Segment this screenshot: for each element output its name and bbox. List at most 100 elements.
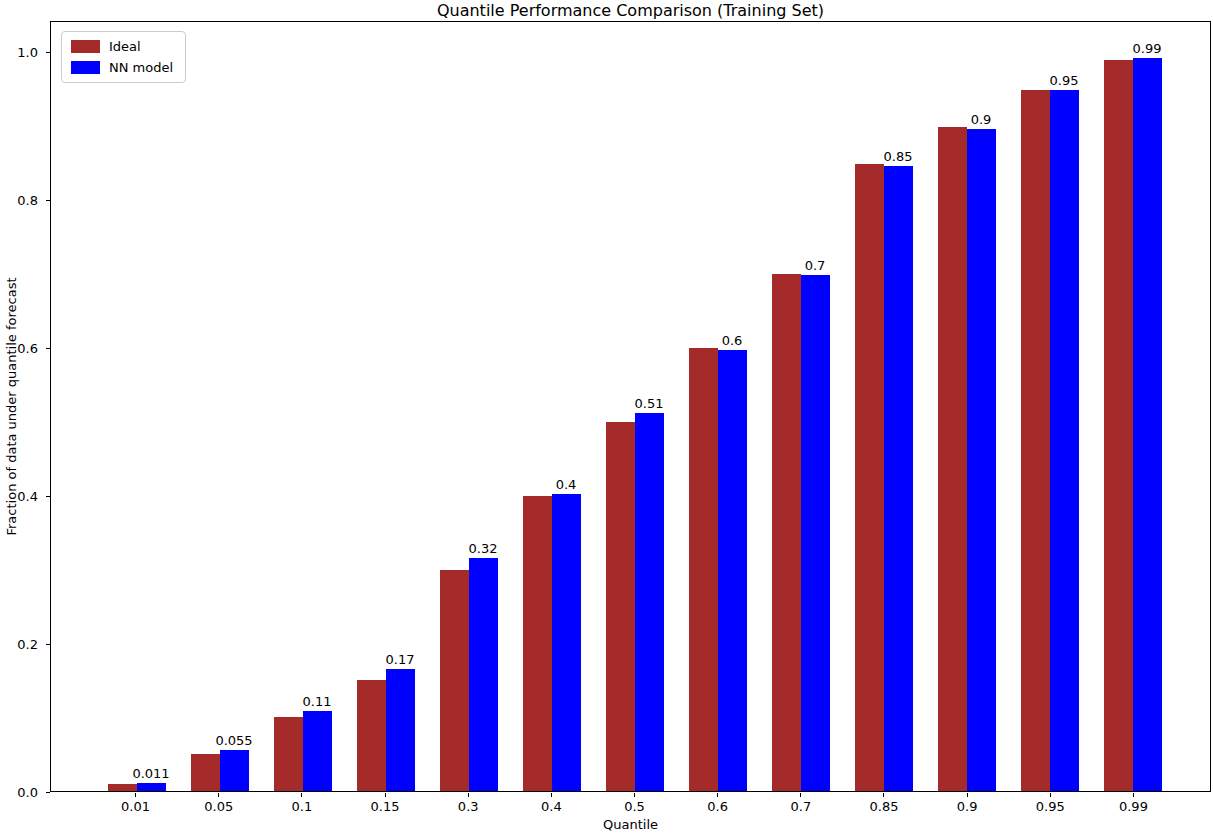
bar-pair: 0.9 xyxy=(938,22,996,791)
bar-ideal xyxy=(357,680,386,791)
legend-swatch xyxy=(71,61,100,74)
x-tick-label: 0.85 xyxy=(870,799,899,814)
y-tick-label: 0.8 xyxy=(17,193,38,208)
y-tick-label: 0.4 xyxy=(17,489,38,504)
bar-group: 0.17 xyxy=(344,22,427,791)
x-tick-label: 0.7 xyxy=(790,799,811,814)
bar-ideal xyxy=(689,348,718,791)
bar-pair: 0.32 xyxy=(440,22,498,791)
bar-pair: 0.7 xyxy=(772,22,830,791)
x-tick-label: 0.6 xyxy=(707,799,728,814)
x-tick-marks xyxy=(50,793,1211,797)
bar-nn-model: 0.99 xyxy=(1133,58,1162,791)
bar-group: 0.99 xyxy=(1091,22,1174,791)
x-tick-label: 0.9 xyxy=(957,799,978,814)
x-tick-label: 0.4 xyxy=(541,799,562,814)
x-tick-label: 0.3 xyxy=(458,799,479,814)
bar-value-label: 0.011 xyxy=(132,766,169,781)
bar-value-label: 0.11 xyxy=(303,694,332,709)
bar-pair: 0.4 xyxy=(523,22,581,791)
x-tick-mark xyxy=(967,793,968,797)
chart-title: Quantile Performance Comparison (Trainin… xyxy=(50,1,1211,21)
bar-pair: 0.6 xyxy=(689,22,747,791)
bar-nn-model: 0.17 xyxy=(386,669,415,792)
y-tick-label: 1.0 xyxy=(17,45,38,60)
bar-value-label: 0.32 xyxy=(469,541,498,556)
figure: Quantile Performance Comparison (Trainin… xyxy=(0,0,1213,835)
x-tick-mark xyxy=(800,793,801,797)
x-tick-mark xyxy=(218,793,219,797)
plot-area: 0.011 0.055 0.11 0.17 0.32 0.4 0.51 0.6 0.7 0.85 0… xyxy=(50,21,1211,792)
bar-ideal xyxy=(191,754,220,791)
bar-pair: 0.51 xyxy=(606,22,664,791)
bar-nn-model: 0.9 xyxy=(967,129,996,791)
bar-group: 0.011 xyxy=(95,22,178,791)
x-tick-mark xyxy=(551,793,552,797)
bars-container: 0.011 0.055 0.11 0.17 0.32 0.4 0.51 0.6 0.7 0.85 0… xyxy=(51,22,1210,791)
bar-pair: 0.99 xyxy=(1104,22,1162,791)
x-tick-mark xyxy=(301,793,302,797)
bar-value-label: 0.51 xyxy=(635,396,664,411)
bar-nn-model: 0.011 xyxy=(137,783,166,791)
bar-ideal xyxy=(855,164,884,791)
bar-ideal xyxy=(523,496,552,791)
bar-nn-model: 0.95 xyxy=(1050,90,1079,791)
bar-nn-model: 0.51 xyxy=(635,413,664,791)
bar-value-label: 0.055 xyxy=(215,733,252,748)
bar-nn-model: 0.11 xyxy=(303,711,332,791)
bar-value-label: 0.99 xyxy=(1133,41,1162,56)
bar-pair: 0.17 xyxy=(357,22,415,791)
bar-value-label: 0.95 xyxy=(1050,73,1079,88)
x-tick-label: 0.05 xyxy=(204,799,233,814)
bar-group: 0.7 xyxy=(759,22,842,791)
bar-group: 0.6 xyxy=(676,22,759,791)
x-tick-label: 0.15 xyxy=(371,799,400,814)
bar-pair: 0.85 xyxy=(855,22,913,791)
bar-value-label: 0.6 xyxy=(722,333,743,348)
bar-pair: 0.95 xyxy=(1021,22,1079,791)
x-tick-mark xyxy=(1133,793,1134,797)
legend: Ideal NN model xyxy=(61,31,186,83)
bar-group: 0.4 xyxy=(510,22,593,791)
bar-ideal xyxy=(274,717,303,791)
bar-group: 0.11 xyxy=(261,22,344,791)
bar-nn-model: 0.32 xyxy=(469,558,498,791)
x-tick-labels: 0.010.050.10.150.30.40.50.60.70.850.90.9… xyxy=(50,799,1211,814)
legend-label: NN model xyxy=(109,60,173,75)
legend-item: Ideal xyxy=(71,39,173,54)
x-tick-mark xyxy=(883,793,884,797)
bar-group: 0.95 xyxy=(1008,22,1091,791)
legend-label: Ideal xyxy=(109,39,141,54)
x-tick-label: 0.5 xyxy=(624,799,645,814)
bar-nn-model: 0.4 xyxy=(552,494,581,791)
y-tick-label: 0.6 xyxy=(17,341,38,356)
bar-ideal xyxy=(108,784,137,791)
bar-value-label: 0.85 xyxy=(884,149,913,164)
bar-value-label: 0.4 xyxy=(556,477,577,492)
bar-group: 0.32 xyxy=(427,22,510,791)
bar-pair: 0.011 xyxy=(108,22,166,791)
bar-ideal xyxy=(440,570,469,791)
x-tick-label: 0.1 xyxy=(292,799,313,814)
bar-nn-model: 0.7 xyxy=(801,275,830,791)
x-tick-label: 0.99 xyxy=(1119,799,1148,814)
x-tick-mark xyxy=(717,793,718,797)
bar-value-label: 0.7 xyxy=(805,258,826,273)
x-tick-mark xyxy=(634,793,635,797)
bar-group: 0.85 xyxy=(842,22,925,791)
x-axis-label: Quantile xyxy=(50,817,1211,832)
x-tick-mark xyxy=(468,793,469,797)
bar-pair: 0.055 xyxy=(191,22,249,791)
bar-group: 0.51 xyxy=(593,22,676,791)
y-tick-label: 0.2 xyxy=(17,637,38,652)
bar-ideal xyxy=(938,127,967,791)
bar-group: 0.055 xyxy=(178,22,261,791)
bar-pair: 0.11 xyxy=(274,22,332,791)
legend-swatch xyxy=(71,40,100,53)
bar-value-label: 0.9 xyxy=(971,112,992,127)
bar-ideal xyxy=(1021,90,1050,791)
y-axis: 0.00.20.40.60.81.0 xyxy=(0,21,50,792)
x-tick-label: 0.95 xyxy=(1036,799,1065,814)
x-tick-mark xyxy=(135,793,136,797)
x-tick-mark xyxy=(385,793,386,797)
